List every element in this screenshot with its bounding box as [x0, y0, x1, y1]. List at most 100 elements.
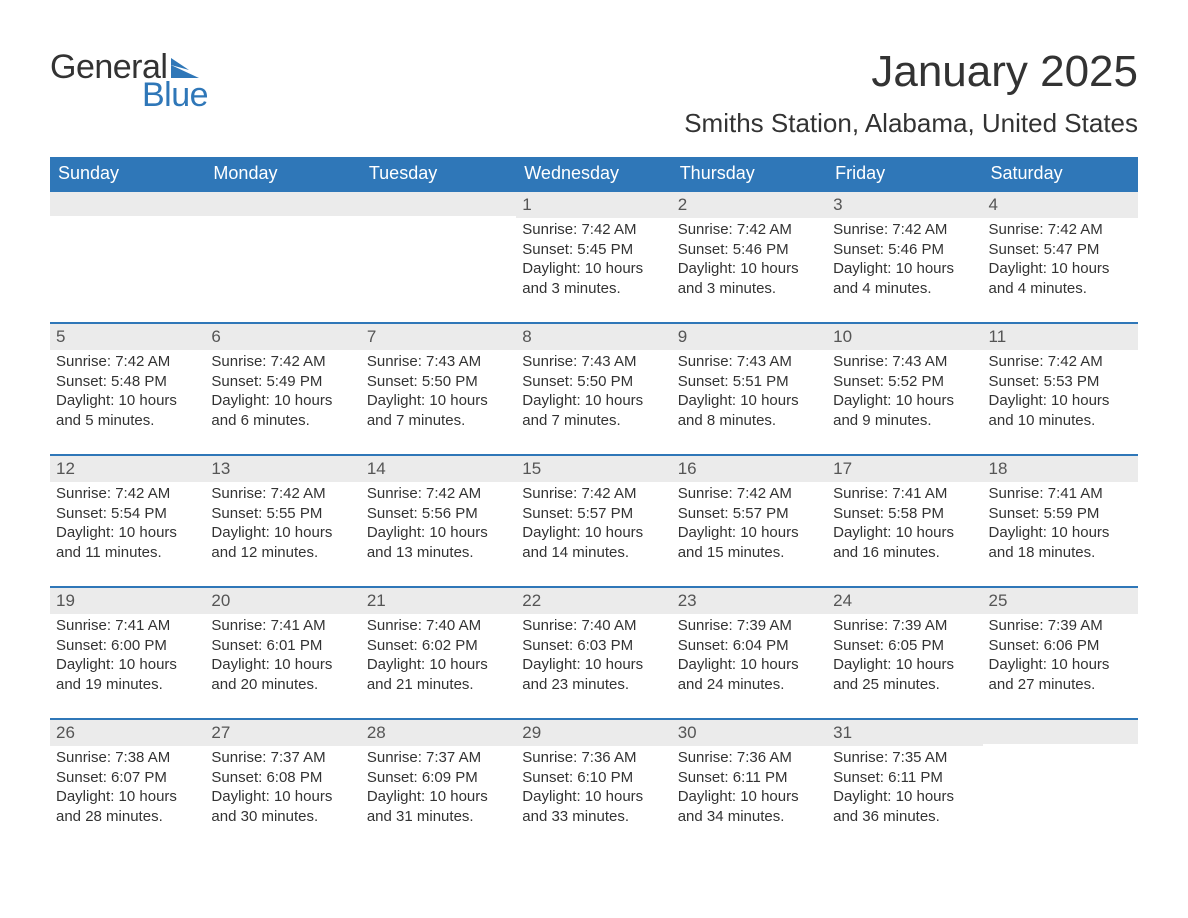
weekday-header: Friday [827, 157, 982, 190]
day-cell: 16Sunrise: 7:42 AMSunset: 5:57 PMDayligh… [672, 454, 827, 586]
page-header: General Blue January 2025 Smiths Station… [50, 50, 1138, 139]
day-number: 31 [827, 718, 982, 746]
day-details: Sunrise: 7:42 AMSunset: 5:57 PMDaylight:… [672, 482, 827, 568]
day-cell: 14Sunrise: 7:42 AMSunset: 5:56 PMDayligh… [361, 454, 516, 586]
weekday-header: Monday [205, 157, 360, 190]
daylight-text: Daylight: 10 hours and 30 minutes. [211, 787, 354, 826]
sunrise-text: Sunrise: 7:41 AM [989, 484, 1132, 504]
day-details: Sunrise: 7:42 AMSunset: 5:55 PMDaylight:… [205, 482, 360, 568]
sunrise-text: Sunrise: 7:42 AM [56, 352, 199, 372]
day-cell: 26Sunrise: 7:38 AMSunset: 6:07 PMDayligh… [50, 718, 205, 850]
day-cell: 7Sunrise: 7:43 AMSunset: 5:50 PMDaylight… [361, 322, 516, 454]
daylight-text: Daylight: 10 hours and 23 minutes. [522, 655, 665, 694]
day-cell: 17Sunrise: 7:41 AMSunset: 5:58 PMDayligh… [827, 454, 982, 586]
day-cell: 3Sunrise: 7:42 AMSunset: 5:46 PMDaylight… [827, 190, 982, 322]
logo: General Blue [50, 50, 208, 112]
day-number: 12 [50, 454, 205, 482]
sunrise-text: Sunrise: 7:42 AM [989, 352, 1132, 372]
day-number: 22 [516, 586, 671, 614]
sunset-text: Sunset: 6:04 PM [678, 636, 821, 656]
daylight-text: Daylight: 10 hours and 34 minutes. [678, 787, 821, 826]
sunset-text: Sunset: 5:50 PM [367, 372, 510, 392]
sunset-text: Sunset: 5:54 PM [56, 504, 199, 524]
location-subtitle: Smiths Station, Alabama, United States [684, 108, 1138, 139]
daylight-text: Daylight: 10 hours and 4 minutes. [833, 259, 976, 298]
day-number: 26 [50, 718, 205, 746]
sunrise-text: Sunrise: 7:36 AM [522, 748, 665, 768]
day-details: Sunrise: 7:37 AMSunset: 6:08 PMDaylight:… [205, 746, 360, 832]
day-cell: 21Sunrise: 7:40 AMSunset: 6:02 PMDayligh… [361, 586, 516, 718]
sunrise-text: Sunrise: 7:42 AM [678, 484, 821, 504]
sunset-text: Sunset: 6:08 PM [211, 768, 354, 788]
sunrise-text: Sunrise: 7:43 AM [678, 352, 821, 372]
calendar-body: 1 Sunrise: 7:42 AM Sunset: 5:45 PM Daylight… [50, 190, 1138, 850]
week-row: 5Sunrise: 7:42 AMSunset: 5:48 PMDaylight… [50, 322, 1138, 454]
day-cell [50, 190, 205, 322]
day-details: Sunrise: 7:39 AMSunset: 6:05 PMDaylight:… [827, 614, 982, 700]
week-row: 26Sunrise: 7:38 AMSunset: 6:07 PMDayligh… [50, 718, 1138, 850]
day-cell: 12Sunrise: 7:42 AMSunset: 5:54 PMDayligh… [50, 454, 205, 586]
day-cell: 30Sunrise: 7:36 AMSunset: 6:11 PMDayligh… [672, 718, 827, 850]
sunrise-text: Sunrise: 7:42 AM [678, 220, 821, 240]
day-number: 6 [205, 322, 360, 350]
daylight-text: Daylight: 10 hours and 21 minutes. [367, 655, 510, 694]
day-details: Sunrise: 7:43 AMSunset: 5:50 PMDaylight:… [361, 350, 516, 436]
day-number: 20 [205, 586, 360, 614]
daylight-text: Daylight: 10 hours and 36 minutes. [833, 787, 976, 826]
day-details: Sunrise: 7:41 AMSunset: 6:00 PMDaylight:… [50, 614, 205, 700]
sunrise-text: Sunrise: 7:38 AM [56, 748, 199, 768]
day-details: Sunrise: 7:43 AMSunset: 5:50 PMDaylight:… [516, 350, 671, 436]
day-cell: 23Sunrise: 7:39 AMSunset: 6:04 PMDayligh… [672, 586, 827, 718]
daylight-text: Daylight: 10 hours and 8 minutes. [678, 391, 821, 430]
weekday-header: Tuesday [361, 157, 516, 190]
sunrise-text: Sunrise: 7:43 AM [522, 352, 665, 372]
sunset-text: Sunset: 5:58 PM [833, 504, 976, 524]
sunset-text: Sunset: 6:03 PM [522, 636, 665, 656]
daylight-text: Daylight: 10 hours and 31 minutes. [367, 787, 510, 826]
sunset-text: Sunset: 6:01 PM [211, 636, 354, 656]
daylight-text: Daylight: 10 hours and 20 minutes. [211, 655, 354, 694]
day-number: 17 [827, 454, 982, 482]
day-number: 1 [516, 190, 671, 218]
day-number: 23 [672, 586, 827, 614]
day-cell: 31Sunrise: 7:35 AMSunset: 6:11 PMDayligh… [827, 718, 982, 850]
sunset-text: Sunset: 6:11 PM [833, 768, 976, 788]
sunrise-text: Sunrise: 7:40 AM [367, 616, 510, 636]
daylight-text: Daylight: 10 hours and 19 minutes. [56, 655, 199, 694]
sunset-text: Sunset: 5:50 PM [522, 372, 665, 392]
day-number: 25 [983, 586, 1138, 614]
day-cell: 10Sunrise: 7:43 AMSunset: 5:52 PMDayligh… [827, 322, 982, 454]
weekday-header: Wednesday [516, 157, 671, 190]
sunrise-text: Sunrise: 7:39 AM [833, 616, 976, 636]
day-details: Sunrise: 7:42 AMSunset: 5:47 PMDaylight:… [983, 218, 1138, 304]
empty-day-strip [50, 190, 205, 216]
weekday-header: Thursday [672, 157, 827, 190]
day-cell: 4Sunrise: 7:42 AMSunset: 5:47 PMDaylight… [983, 190, 1138, 322]
day-details: Sunrise: 7:35 AMSunset: 6:11 PMDaylight:… [827, 746, 982, 832]
day-details: Sunrise: 7:42 AMSunset: 5:56 PMDaylight:… [361, 482, 516, 568]
day-number: 5 [50, 322, 205, 350]
daylight-text: Daylight: 10 hours and 28 minutes. [56, 787, 199, 826]
day-cell: 20Sunrise: 7:41 AMSunset: 6:01 PMDayligh… [205, 586, 360, 718]
day-cell: 18Sunrise: 7:41 AMSunset: 5:59 PMDayligh… [983, 454, 1138, 586]
sunset-text: Sunset: 5:46 PM [678, 240, 821, 260]
daylight-text: Daylight: 10 hours and 7 minutes. [522, 391, 665, 430]
calendar-page: General Blue January 2025 Smiths Station… [0, 0, 1188, 918]
sunset-text: Sunset: 5:52 PM [833, 372, 976, 392]
day-cell: 25Sunrise: 7:39 AMSunset: 6:06 PMDayligh… [983, 586, 1138, 718]
day-cell: 22Sunrise: 7:40 AMSunset: 6:03 PMDayligh… [516, 586, 671, 718]
sunrise-text: Sunrise: 7:42 AM [522, 484, 665, 504]
sunset-text: Sunset: 5:59 PM [989, 504, 1132, 524]
day-number: 30 [672, 718, 827, 746]
day-cell: 6Sunrise: 7:42 AMSunset: 5:49 PMDaylight… [205, 322, 360, 454]
sunrise-text: Sunrise: 7:41 AM [833, 484, 976, 504]
sunset-text: Sunset: 5:45 PM [522, 240, 665, 260]
weekday-header: Saturday [983, 157, 1138, 190]
sunrise-text: Sunrise: 7:37 AM [367, 748, 510, 768]
day-cell [983, 718, 1138, 850]
sunset-text: Sunset: 5:55 PM [211, 504, 354, 524]
sunset-text: Sunset: 5:46 PM [833, 240, 976, 260]
day-cell: 28Sunrise: 7:37 AMSunset: 6:09 PMDayligh… [361, 718, 516, 850]
sunrise-text: Sunrise: 7:42 AM [367, 484, 510, 504]
day-details: Sunrise: 7:43 AMSunset: 5:52 PMDaylight:… [827, 350, 982, 436]
